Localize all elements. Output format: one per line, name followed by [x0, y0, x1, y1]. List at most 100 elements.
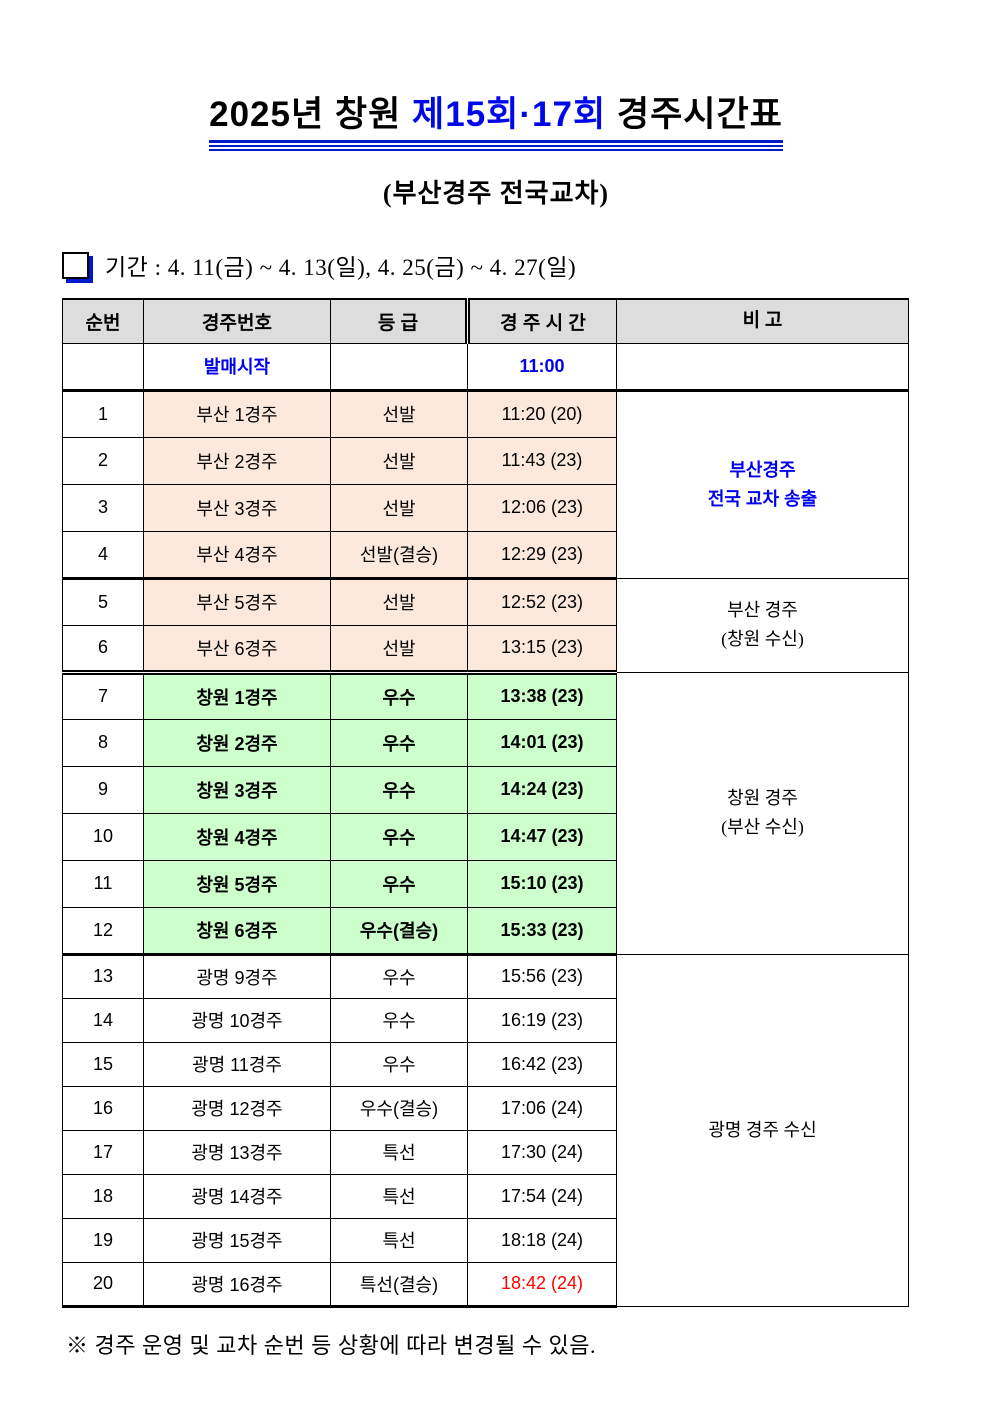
time-cell: 17:30 (24) [467, 1129, 617, 1175]
presale-label: 발매시작 [143, 342, 331, 392]
race-cell: 부산 1경주 [143, 389, 331, 438]
race-cell: 광명 10경주 [143, 997, 331, 1043]
grade-cell: 우수(결승) [330, 906, 468, 956]
seq-cell: 6 [62, 624, 144, 675]
race-cell: 창원 3경주 [143, 765, 331, 814]
remark-line-1: 광명 경주 수신 [708, 1119, 817, 1140]
time-cell: 14:01 (23) [467, 718, 617, 767]
page-subtitle: (부산경주 전국교차) [382, 179, 610, 208]
grade-cell: 선발 [330, 577, 468, 626]
grade-cell: 선발 [330, 483, 468, 532]
remark-cell [616, 342, 909, 392]
seq-cell: 11 [62, 859, 144, 908]
grade-cell [330, 342, 468, 392]
seq-cell: 18 [62, 1173, 144, 1219]
seq-cell: 19 [62, 1217, 144, 1263]
remark-line-1: 부산경주 [729, 459, 796, 480]
header-race: 경주번호 [143, 298, 331, 344]
remark-line-1: 부산 경주 [727, 600, 798, 621]
seq-cell: 8 [62, 718, 144, 767]
seq-cell: 15 [62, 1041, 144, 1087]
time-cell: 17:54 (24) [467, 1173, 617, 1219]
time-cell: 15:33 (23) [467, 906, 617, 956]
grade-cell: 우수 [330, 671, 468, 720]
seq-cell: 9 [62, 765, 144, 814]
race-cell: 창원 1경주 [143, 671, 331, 720]
race-cell: 광명 15경주 [143, 1217, 331, 1263]
table-row: 7 창원 1경주 우수 13:38 (23) 창원 경주 (부산 수신) [62, 671, 909, 955]
seq-cell: 16 [62, 1085, 144, 1131]
square-bullet-icon [62, 251, 89, 279]
remark-cell: 부산경주 전국 교차 송출 [616, 389, 909, 579]
seq-cell: 4 [62, 530, 144, 580]
seq-cell: 5 [62, 577, 144, 626]
table-row: 17 광명 13경주 특선 17:30 (24) [62, 1129, 909, 1175]
table-row: 9 창원 3경주 우수 14:24 (23) [62, 765, 909, 814]
seq-cell: 1 [62, 389, 144, 438]
grade-cell: 특선 [330, 1129, 468, 1175]
time-cell: 18:18 (24) [467, 1217, 617, 1263]
title-underline-thin-1 [209, 145, 783, 147]
race-cell: 부산 4경주 [143, 530, 331, 580]
period-line: 기간 : 4. 11(금) ~ 4. 13(일), 4. 25(금) ~ 4. … [62, 248, 992, 282]
time-cell: 11:43 (23) [467, 436, 617, 485]
grade-cell: 우수 [330, 765, 468, 814]
seq-cell: 14 [62, 997, 144, 1043]
seq-cell: 3 [62, 483, 144, 532]
table-row: 12 창원 6경주 우수(결승) 15:33 (23) [62, 906, 909, 956]
table-row: 15 광명 11경주 우수 16:42 (23) [62, 1041, 909, 1087]
race-cell: 창원 6경주 [143, 906, 331, 956]
table-row: 20 광명 16경주 특선(결승) 18:42 (24) [62, 1261, 909, 1308]
race-cell: 창원 4경주 [143, 812, 331, 861]
table-row: 11 창원 5경주 우수 15:10 (23) [62, 859, 909, 908]
grade-cell: 우수 [330, 718, 468, 767]
time-cell: 12:29 (23) [467, 530, 617, 580]
grade-cell: 특선 [330, 1217, 468, 1263]
time-cell: 16:19 (23) [467, 997, 617, 1043]
grade-cell: 선발 [330, 389, 468, 438]
grade-cell: 특선(결승) [330, 1261, 468, 1308]
header-grade: 등 급 [330, 298, 468, 344]
grade-cell: 선발 [330, 436, 468, 485]
title-block: 2025년 창원 제15회·17회 경주시간표 [0, 0, 992, 151]
remark-line-2: (부산 수신) [721, 817, 804, 837]
grade-cell: 특선 [330, 1173, 468, 1219]
time-cell: 17:06 (24) [467, 1085, 617, 1131]
grade-cell: 우수 [330, 997, 468, 1043]
race-cell: 창원 5경주 [143, 859, 331, 908]
grade-cell: 선발 [330, 624, 468, 675]
table-row: 4 부산 4경주 선발(결승) 12:29 (23) [62, 530, 909, 580]
race-cell: 광명 16경주 [143, 1261, 331, 1308]
grade-cell: 우수(결승) [330, 1085, 468, 1131]
grade-cell: 우수 [330, 953, 468, 999]
presale-time: 11:00 [467, 342, 617, 392]
header-remark: 비 고 [616, 298, 909, 344]
race-timetable: 순번 경주번호 등 급 경 주 시 간 비 고 발매시작 11:00 1 부산 … [62, 298, 909, 1308]
race-cell: 부산 3경주 [143, 483, 331, 532]
seq-cell: 20 [62, 1261, 144, 1308]
table-row: 1 부산 1경주 선발 11:20 (20) 부산경주 전국 교차 송출 [62, 389, 909, 579]
race-cell: 광명 12경주 [143, 1085, 331, 1131]
header-time: 경 주 시 간 [465, 298, 617, 344]
time-cell: 13:38 (23) [467, 671, 617, 720]
time-cell: 12:52 (23) [467, 577, 617, 626]
table-row: 6 부산 6경주 선발 13:15 (23) [62, 624, 909, 675]
seq-cell: 17 [62, 1129, 144, 1175]
remark-cell: 광명 경주 수신 [616, 953, 909, 1307]
race-cell: 광명 9경주 [143, 953, 331, 999]
grade-cell: 우수 [330, 812, 468, 861]
header-seq: 순번 [62, 298, 144, 344]
time-cell: 11:20 (20) [467, 389, 617, 438]
remark-line-2: 전국 교차 송출 [707, 488, 818, 509]
table-row: 2 부산 2경주 선발 11:43 (23) [62, 436, 909, 485]
time-cell: 15:56 (23) [467, 953, 617, 999]
time-cell: 16:42 (23) [467, 1041, 617, 1087]
race-cell: 광명 14경주 [143, 1173, 331, 1219]
race-cell: 부산 6경주 [143, 624, 331, 675]
table-row: 10 창원 4경주 우수 14:47 (23) [62, 812, 909, 861]
table-row: 16 광명 12경주 우수(결승) 17:06 (24) [62, 1085, 909, 1131]
title-underline-thin-2 [209, 149, 783, 151]
table-row: 19 광명 15경주 특선 18:18 (24) [62, 1217, 909, 1263]
grade-cell: 우수 [330, 1041, 468, 1087]
table-row: 14 광명 10경주 우수 16:19 (23) [62, 997, 909, 1043]
